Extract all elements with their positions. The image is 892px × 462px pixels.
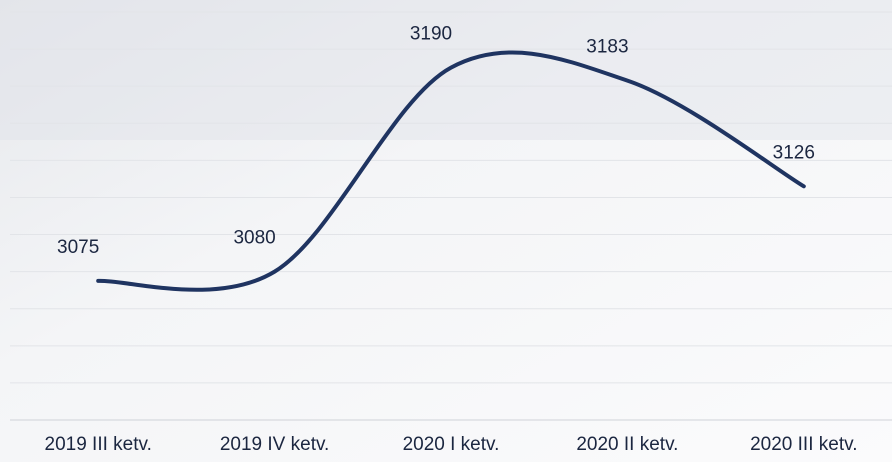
x-tick-label: 2019 IV ketv. bbox=[220, 434, 330, 455]
data-label: 3183 bbox=[586, 37, 628, 58]
x-tick-label: 2020 II ketv. bbox=[576, 434, 678, 455]
data-label: 3075 bbox=[57, 237, 99, 258]
x-tick-label: 2020 III ketv. bbox=[750, 434, 857, 455]
line bbox=[96, 50, 806, 292]
x-tick-label: 2019 III ketv. bbox=[45, 434, 152, 455]
x-tick-label: 2020 I ketv. bbox=[403, 434, 500, 455]
data-label: 3126 bbox=[773, 142, 815, 163]
data-label: 3190 bbox=[410, 24, 452, 45]
data-label: 3080 bbox=[233, 228, 275, 249]
